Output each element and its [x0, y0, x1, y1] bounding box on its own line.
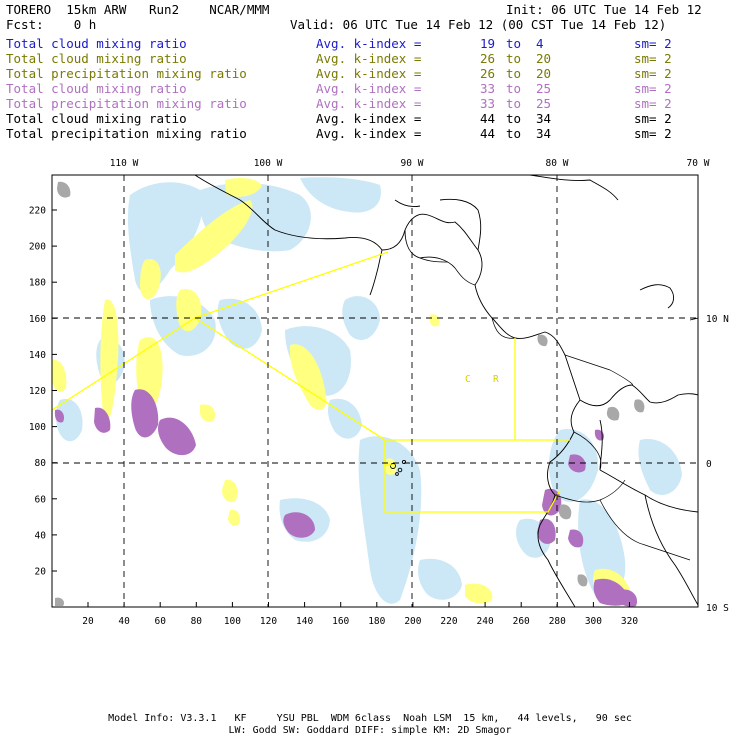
lat-lon-gridlines [52, 175, 698, 607]
lon-label: 90 W [401, 158, 424, 169]
lat-label: 10 S [706, 603, 729, 614]
y-tick-label: 100 [29, 422, 46, 433]
field-to: 25 [536, 96, 552, 111]
y-tick-label: 120 [29, 386, 46, 397]
forecast-hour: Fcst: 0 h [6, 17, 97, 32]
field-sm: sm= 2 [634, 36, 672, 51]
lon-label: 80 W [546, 158, 569, 169]
lon-label: 70 W [687, 158, 710, 169]
x-tick-label: 220 [440, 616, 457, 627]
init-time: Init: 06 UTC Tue 14 Feb 12 [506, 2, 702, 17]
field-sm: sm= 2 [634, 81, 672, 96]
field-to: 20 [536, 51, 552, 66]
field-to-word: to [506, 36, 522, 51]
field-sm: sm= 2 [634, 111, 672, 126]
physics-info: LW: Godd SW: Goddard DIFF: simple KM: 2D… [228, 725, 512, 736]
field-avg: Avg. k-index = [316, 96, 422, 111]
y-tick-label: 80 [35, 458, 47, 469]
field-to-word: to [506, 96, 522, 111]
longitude-labels: 110 W 100 W 90 W 80 W 70 W [110, 158, 710, 169]
field-avg: Avg. k-index = [316, 81, 422, 96]
cloud-gray-areas [55, 181, 645, 606]
y-tick-label: 220 [29, 206, 46, 217]
model-info: Model Info: V3.3.1 KF YSU PBL WDM 6class… [108, 713, 632, 724]
field-from: 26 [480, 66, 496, 81]
field-sm: sm= 2 [634, 126, 672, 141]
x-tick-label: 20 [82, 616, 94, 627]
field-to: 34 [536, 111, 552, 126]
field-avg: Avg. k-index = [316, 126, 422, 141]
y-tick-label: 140 [29, 350, 46, 361]
x-tick-label: 240 [477, 616, 494, 627]
field-to-word: to [506, 126, 522, 141]
field-to-word: to [506, 66, 522, 81]
lon-label: 110 W [110, 158, 139, 169]
field-from: 44 [480, 111, 496, 126]
field-avg: Avg. k-index = [316, 36, 422, 51]
field-name: Total cloud mixing ratio [6, 36, 187, 51]
x-tick-label: 120 [260, 616, 277, 627]
field-avg: Avg. k-index = [316, 66, 422, 81]
field-to: 20 [536, 66, 552, 81]
field-sm: sm= 2 [634, 96, 672, 111]
x-tick-label: 80 [191, 616, 203, 627]
x-tick-label: 100 [224, 616, 241, 627]
country-borders [419, 257, 691, 561]
x-tick-label: 180 [368, 616, 385, 627]
field-avg: Avg. k-index = [316, 111, 422, 126]
x-axis-ticks: 20 40 60 80 100 120 140 160 180 200 220 240 260 280 30… [82, 602, 638, 627]
x-tick-label: 160 [332, 616, 349, 627]
x-tick-label: 280 [549, 616, 566, 627]
field-name: Total precipitation mixing ratio [6, 96, 247, 111]
field-from: 19 [480, 36, 496, 51]
field-to-word: to [506, 111, 522, 126]
lon-label: 100 W [254, 158, 283, 169]
field-name: Total cloud mixing ratio [6, 111, 187, 126]
field-avg: Avg. k-index = [316, 51, 422, 66]
field-to: 4 [536, 36, 544, 51]
y-tick-label: 160 [29, 314, 46, 325]
lat-label: 10 N [706, 314, 729, 325]
field-to: 25 [536, 81, 552, 96]
x-tick-label: 300 [585, 616, 602, 627]
lat-label: 0 [706, 459, 712, 470]
latitude-labels: 10 N 0 10 S [706, 314, 729, 614]
field-to: 34 [536, 126, 552, 141]
field-to-word: to [506, 51, 522, 66]
precip-purple-areas [54, 389, 638, 607]
field-name: Total precipitation mixing ratio [6, 126, 247, 141]
valid-time: Valid: 06 UTC Tue 14 Feb 12 (00 CST Tue … [290, 17, 667, 32]
field-sm: sm= 2 [634, 66, 672, 81]
y-tick-label: 40 [35, 530, 47, 541]
region-label-r: R [493, 374, 499, 385]
y-tick-label: 180 [29, 278, 46, 289]
y-tick-label: 20 [35, 567, 47, 578]
y-tick-label: 200 [29, 242, 46, 253]
x-tick-label: 200 [404, 616, 421, 627]
model-title: TORERO 15km ARW Run2 NCAR/MMM [6, 2, 270, 17]
field-name: Total precipitation mixing ratio [6, 66, 247, 81]
field-from: 44 [480, 126, 496, 141]
y-axis-ticks: 20 40 60 80 100 120 140 160 180 200 220 [29, 206, 57, 578]
field-from: 33 [480, 96, 496, 111]
field-sm: sm= 2 [634, 51, 672, 66]
x-tick-label: 260 [513, 616, 530, 627]
region-label-c: C [465, 374, 471, 385]
x-tick-label: 140 [296, 616, 313, 627]
x-tick-label: 320 [621, 616, 638, 627]
field-from: 33 [480, 81, 496, 96]
field-to-word: to [506, 81, 522, 96]
field-from: 26 [480, 51, 496, 66]
x-tick-label: 40 [118, 616, 130, 627]
field-name: Total cloud mixing ratio [6, 51, 187, 66]
y-tick-label: 60 [35, 494, 47, 505]
x-tick-label: 60 [154, 616, 166, 627]
field-name: Total cloud mixing ratio [6, 81, 187, 96]
